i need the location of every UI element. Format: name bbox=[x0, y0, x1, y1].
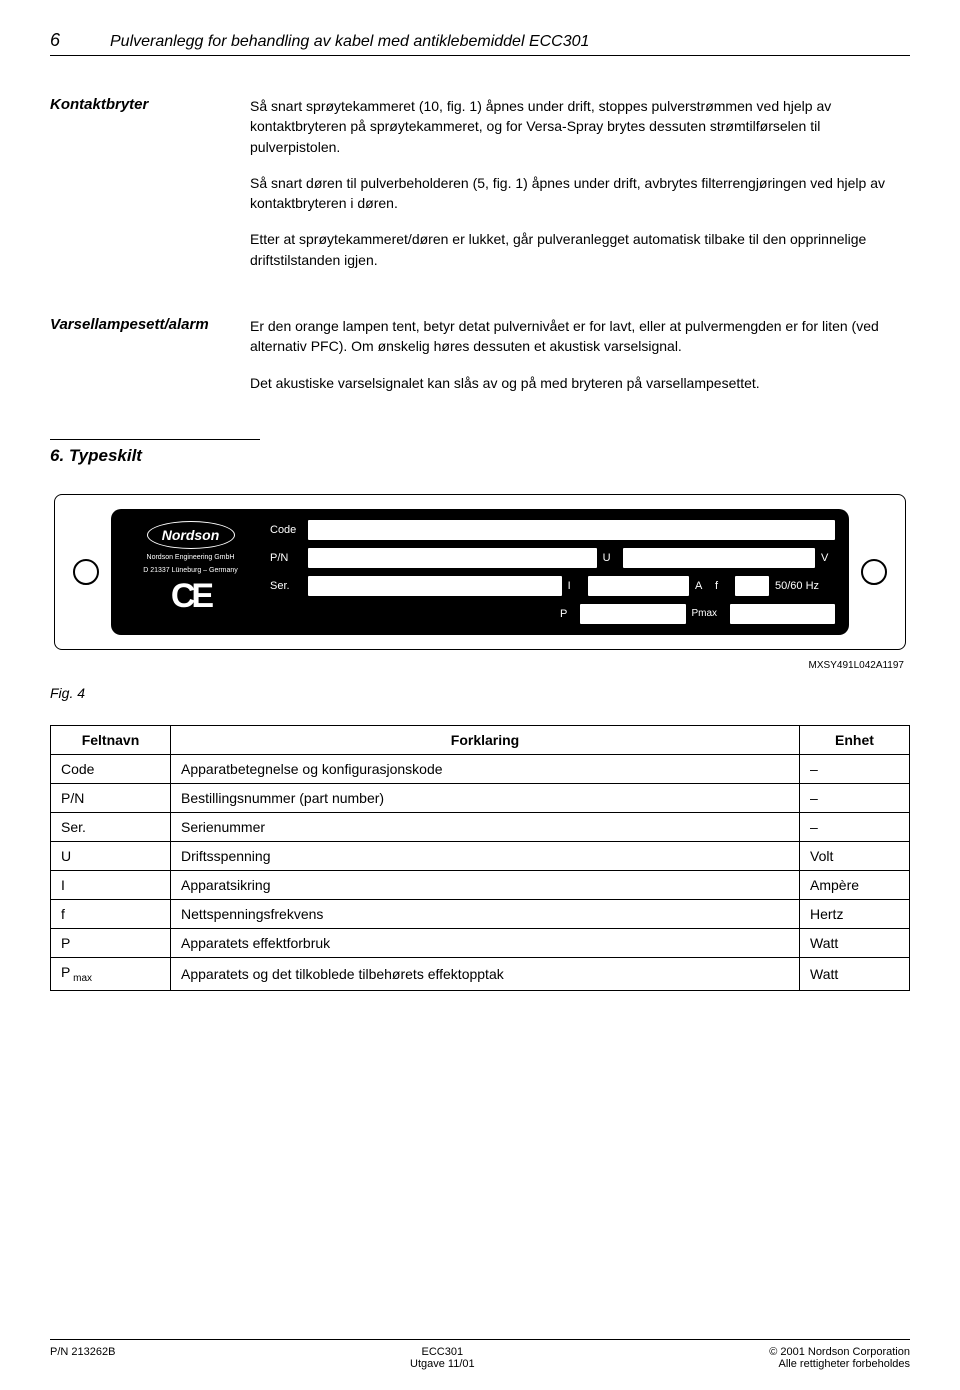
cell-enhet: – bbox=[800, 783, 910, 812]
paragraph: Det akustiske varselsignalet kan slås av… bbox=[250, 373, 910, 393]
figure-code: MXSY491L042A1197 bbox=[50, 660, 904, 671]
cell-feltnavn: P/N bbox=[51, 783, 171, 812]
screw-hole-icon bbox=[861, 559, 887, 585]
label-code: Code bbox=[270, 524, 302, 536]
ce-mark-icon: CE bbox=[171, 579, 210, 613]
nordson-sub2: D 21337 Lüneburg – Germany bbox=[143, 566, 238, 575]
label-pmax: Pmax bbox=[692, 608, 724, 619]
table-row: IApparatsikringAmpère bbox=[51, 870, 910, 899]
nameplate-row: Nordson Nordson Engineering GmbH D 21337… bbox=[73, 509, 887, 635]
label-hz: 50/60 Hz bbox=[775, 580, 835, 592]
field-pn bbox=[308, 548, 597, 568]
nameplate-figure: Nordson Nordson Engineering GmbH D 21337… bbox=[54, 494, 906, 650]
label-f: f bbox=[715, 580, 729, 592]
label-i: I bbox=[568, 580, 582, 592]
nordson-logo: Nordson bbox=[147, 521, 235, 549]
page-header: 6 Pulveranlegg for behandling av kabel m… bbox=[50, 30, 910, 56]
cell-feltnavn: f bbox=[51, 899, 171, 928]
plate-line-ser: Ser. I A f 50/60 Hz bbox=[270, 575, 835, 597]
section-label: Kontaktbryter bbox=[50, 96, 250, 286]
table-row: fNettspenningsfrekvensHertz bbox=[51, 899, 910, 928]
label-a: A bbox=[695, 580, 709, 592]
plate-line-p: P Pmax bbox=[270, 603, 835, 625]
definitions-table: Feltnavn Forklaring Enhet CodeApparatbet… bbox=[50, 725, 910, 991]
field-i bbox=[588, 576, 689, 596]
footer-copyright: © 2001 Nordson Corporation bbox=[769, 1346, 910, 1358]
cell-feltnavn: Code bbox=[51, 754, 171, 783]
table-row: PApparatets effektforbrukWatt bbox=[51, 928, 910, 957]
cell-enhet: Watt bbox=[800, 928, 910, 957]
cell-forklaring: Apparatets effektforbruk bbox=[171, 928, 800, 957]
field-u bbox=[623, 548, 815, 568]
typeskilt-heading-wrap: 6. Typeskilt bbox=[50, 439, 910, 466]
field-ser bbox=[308, 576, 562, 596]
cell-forklaring: Apparatbetegnelse og konfigurasjonskode bbox=[171, 754, 800, 783]
footer-rights: Alle rettigheter forbeholdes bbox=[779, 1358, 910, 1370]
footer-center: ECC301 Utgave 11/01 bbox=[410, 1346, 475, 1370]
table-header-row: Feltnavn Forklaring Enhet bbox=[51, 725, 910, 754]
footer-right: © 2001 Nordson Corporation Alle rettighe… bbox=[769, 1346, 910, 1370]
cell-forklaring: Bestillingsnummer (part number) bbox=[171, 783, 800, 812]
cell-feltnavn: Ser. bbox=[51, 812, 171, 841]
header-title: Pulveranlegg for behandling av kabel med… bbox=[110, 33, 589, 51]
field-p bbox=[580, 604, 686, 624]
field-code bbox=[308, 520, 835, 540]
plate-line-code: Code bbox=[270, 519, 835, 541]
footer-edition: Utgave 11/01 bbox=[410, 1358, 475, 1370]
field-pmax bbox=[730, 604, 836, 624]
section-body: Så snart sprøytekammeret (10, fig. 1) åp… bbox=[250, 96, 910, 286]
figure-label: Fig. 4 bbox=[50, 685, 910, 701]
section-label: Varsellampesett/alarm bbox=[50, 316, 250, 409]
table-row: UDriftsspenningVolt bbox=[51, 841, 910, 870]
label-p: P bbox=[560, 608, 574, 620]
section-kontaktbryter: Kontaktbryter Så snart sprøytekammeret (… bbox=[50, 96, 910, 286]
cell-enhet: Volt bbox=[800, 841, 910, 870]
cell-enhet: – bbox=[800, 812, 910, 841]
table-row: CodeApparatbetegnelse og konfigurasjonsk… bbox=[51, 754, 910, 783]
label-pn: P/N bbox=[270, 552, 302, 564]
footer-product: ECC301 bbox=[422, 1346, 464, 1358]
section-body: Er den orange lampen tent, betyr detat p… bbox=[250, 316, 910, 409]
field-f bbox=[735, 576, 769, 596]
cell-forklaring: Serienummer bbox=[171, 812, 800, 841]
cell-forklaring: Nettspenningsfrekvens bbox=[171, 899, 800, 928]
heading-rule bbox=[50, 439, 260, 440]
nameplate-plate: Nordson Nordson Engineering GmbH D 21337… bbox=[111, 509, 849, 635]
typeskilt-heading: 6. Typeskilt bbox=[50, 446, 910, 466]
paragraph: Er den orange lampen tent, betyr detat p… bbox=[250, 316, 910, 357]
col-forklaring: Forklaring bbox=[171, 725, 800, 754]
page-number: 6 bbox=[50, 30, 90, 51]
cell-feltnavn: I bbox=[51, 870, 171, 899]
screw-hole-icon bbox=[73, 559, 99, 585]
cell-forklaring: Apparatsikring bbox=[171, 870, 800, 899]
plate-line-pn: P/N U V bbox=[270, 547, 835, 569]
col-feltnavn: Feltnavn bbox=[51, 725, 171, 754]
paragraph: Så snart døren til pulverbeholderen (5, … bbox=[250, 173, 910, 214]
cell-enhet: Ampère bbox=[800, 870, 910, 899]
section-varsellampe: Varsellampesett/alarm Er den orange lamp… bbox=[50, 316, 910, 409]
table-row: Ser.Serienummer– bbox=[51, 812, 910, 841]
label-u: U bbox=[603, 552, 617, 564]
label-ser: Ser. bbox=[270, 580, 302, 592]
plate-right: Code P/N U V Ser. I A bbox=[270, 519, 835, 625]
table-row: P/NBestillingsnummer (part number)– bbox=[51, 783, 910, 812]
label-v: V bbox=[821, 552, 835, 564]
cell-feltnavn: P max bbox=[51, 957, 171, 990]
cell-forklaring: Driftsspenning bbox=[171, 841, 800, 870]
cell-feltnavn: U bbox=[51, 841, 171, 870]
footer-left: P/N 213262B bbox=[50, 1346, 115, 1370]
cell-forklaring: Apparatets og det tilkoblede tilbehørets… bbox=[171, 957, 800, 990]
cell-enhet: Hertz bbox=[800, 899, 910, 928]
plate-left: Nordson Nordson Engineering GmbH D 21337… bbox=[123, 519, 258, 625]
nordson-sub1: Nordson Engineering GmbH bbox=[147, 553, 235, 562]
cell-enhet: – bbox=[800, 754, 910, 783]
table-row: P maxApparatets og det tilkoblede tilbeh… bbox=[51, 957, 910, 990]
page-footer: P/N 213262B ECC301 Utgave 11/01 © 2001 N… bbox=[50, 1339, 910, 1370]
paragraph: Etter at sprøytekammeret/døren er lukket… bbox=[250, 229, 910, 270]
paragraph: Så snart sprøytekammeret (10, fig. 1) åp… bbox=[250, 96, 910, 157]
cell-enhet: Watt bbox=[800, 957, 910, 990]
col-enhet: Enhet bbox=[800, 725, 910, 754]
cell-feltnavn: P bbox=[51, 928, 171, 957]
table-body: CodeApparatbetegnelse og konfigurasjonsk… bbox=[51, 754, 910, 990]
